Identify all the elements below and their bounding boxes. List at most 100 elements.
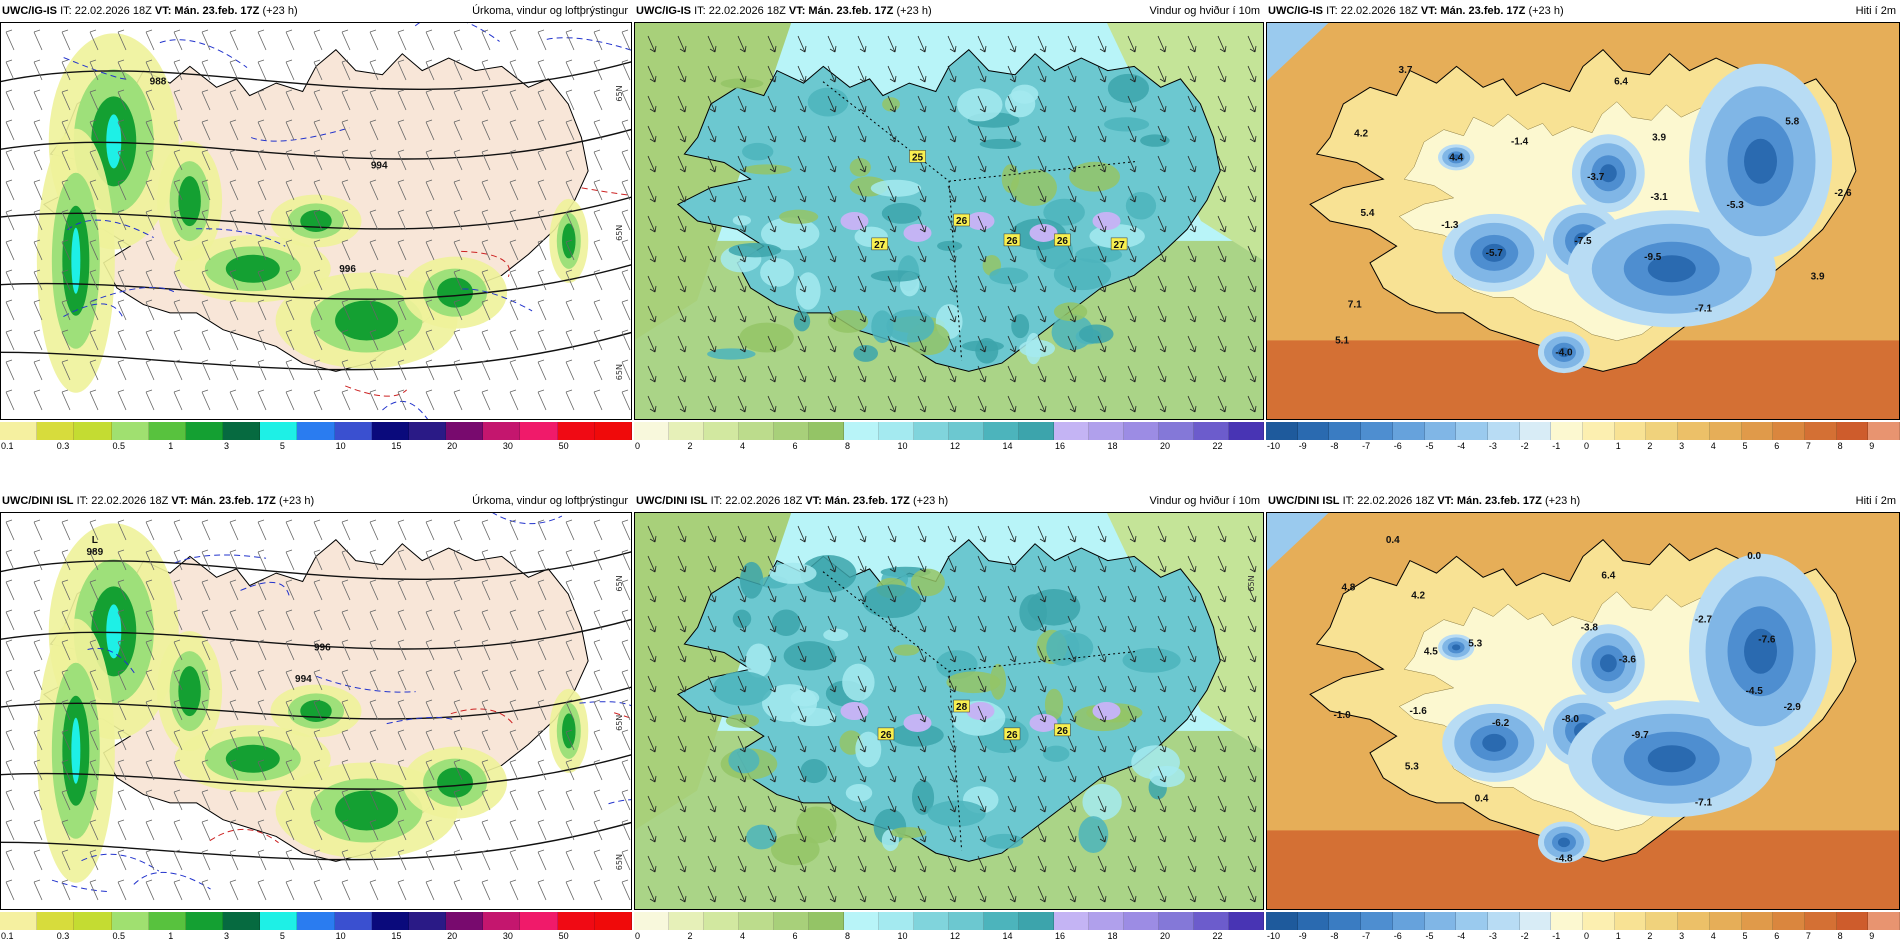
wind-arrow [797, 215, 807, 233]
wind-barb [565, 329, 575, 351]
wind-arrow [977, 585, 987, 603]
map-value-label: 7.1 [1348, 300, 1362, 311]
wind-barb [117, 209, 127, 231]
wind-arrow [1067, 305, 1077, 323]
wind-barb [313, 579, 323, 601]
colorbar-tick-label: 8 [1837, 441, 1843, 451]
map-value-label: 26 [956, 216, 968, 227]
wind-barb [509, 89, 519, 111]
wind-barb [5, 119, 15, 141]
colorbar-swatch [1773, 912, 1805, 930]
wind-arrow [677, 125, 687, 143]
wind-field [743, 164, 792, 175]
wind-arrow [977, 705, 987, 723]
wind-barb [425, 89, 435, 111]
wind-barb [257, 789, 267, 811]
colorbar-swatch [148, 422, 186, 440]
wind-barb [593, 119, 603, 141]
wind-arrow [797, 795, 807, 813]
wind-barb [89, 669, 99, 691]
wind-arrow [1007, 555, 1017, 573]
wind-arrow [887, 245, 897, 263]
colorbar-swatch [634, 912, 669, 930]
wind-arrow [1067, 65, 1077, 83]
wind-arrow [887, 95, 897, 113]
colorbar-swatch [223, 422, 261, 440]
wind-barb [369, 179, 379, 201]
wind-field [975, 338, 999, 364]
panel-run-info: UWC/DINI ISL IT: 22.02.2026 18Z VT: Mán.… [636, 490, 948, 512]
wind-barb [397, 579, 407, 601]
colorbar-swatch [520, 422, 558, 440]
wind-barb [313, 89, 323, 111]
wind-barb [369, 849, 379, 871]
wind-barb [397, 149, 407, 171]
wind-barb [89, 59, 99, 81]
wind-barb [89, 789, 99, 811]
wind-barb [61, 119, 71, 141]
wind-arrow [1037, 305, 1047, 323]
wind-barb [173, 389, 183, 411]
wind-arrow [917, 365, 927, 383]
wind-arrow [1187, 305, 1197, 323]
wind-arrow [1007, 825, 1017, 843]
wind-arrow [1187, 645, 1197, 663]
wind-arrow [917, 275, 927, 293]
wind-barb [481, 789, 491, 811]
wind-barb [425, 819, 435, 841]
wind-barb [369, 119, 379, 141]
wind-arrow [647, 275, 657, 293]
wind-field [1004, 90, 1036, 118]
precip-area [225, 254, 280, 283]
wind-barb [593, 389, 603, 411]
wind-barb [229, 149, 239, 171]
wind-arrow [857, 185, 867, 203]
wind-barb [425, 149, 435, 171]
wind-arrow [1037, 275, 1047, 293]
panel-run-info: UWC/DINI ISL IT: 22.02.2026 18Z VT: Mán.… [2, 490, 314, 512]
wind-arrow [977, 245, 987, 263]
colorbar-swatch [1194, 912, 1229, 930]
wind-barb [425, 669, 435, 691]
wind-barb [397, 669, 407, 691]
wind-barb [565, 389, 575, 411]
colorbar-swatch [1868, 912, 1900, 930]
wind-arrow [1007, 335, 1017, 353]
wind-barb [425, 29, 435, 51]
wind-arrow [797, 615, 807, 633]
map-value-label: -3.8 [1581, 622, 1599, 633]
colorbar-tick-label: 14 [1002, 931, 1013, 941]
wind-barb [201, 579, 211, 601]
panel-header: UWC/IG-IS IT: 22.02.2026 18Z VT: Mán. 23… [1266, 0, 1900, 22]
wind-arrow [1037, 735, 1047, 753]
wind-barb [425, 239, 435, 261]
wind-arrow [887, 825, 897, 843]
wind-barb [565, 879, 575, 901]
wind-barb [201, 359, 211, 381]
wind-field [745, 643, 772, 678]
wind-barb [61, 579, 71, 601]
wind-arrow [1127, 335, 1137, 353]
colorbar-tick-label: -6 [1393, 931, 1402, 941]
temperature-field [1744, 628, 1778, 674]
wind-barb [481, 639, 491, 661]
wind-barb [313, 549, 323, 571]
wind-arrow [827, 555, 837, 573]
wind-arrow [1247, 855, 1257, 873]
colorbar-tick-label: 16 [1055, 931, 1066, 941]
wind-arrow [707, 95, 717, 113]
wind-arrow [797, 185, 807, 203]
wind-arrow [1187, 185, 1197, 203]
wind-barb [565, 239, 575, 261]
wind-barb [341, 59, 351, 81]
wind-barb [229, 389, 239, 411]
wind-barb [89, 299, 99, 321]
colorbar-swatch [914, 912, 949, 930]
wind-arrow [677, 185, 687, 203]
wind-barb [341, 389, 351, 411]
wind-barb [621, 849, 631, 871]
wind-barb [369, 669, 379, 691]
panel-run-info: UWC/IG-IS IT: 22.02.2026 18Z VT: Mán. 23… [636, 0, 932, 22]
wind-arrow [1217, 885, 1227, 903]
